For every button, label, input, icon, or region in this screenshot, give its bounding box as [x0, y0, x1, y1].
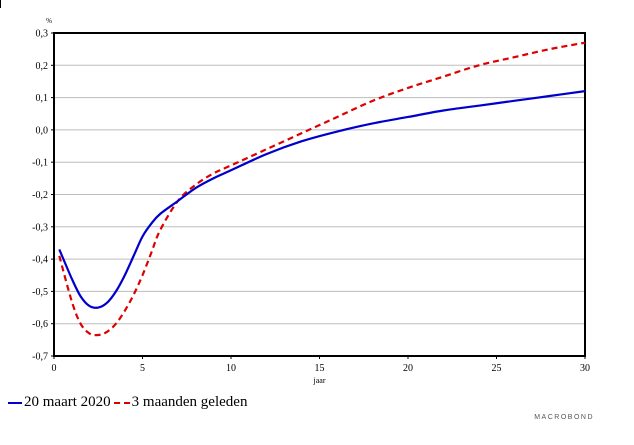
y-tick-label: 0,1 — [36, 93, 49, 104]
plot-frame — [53, 32, 586, 357]
brand-logo: MACROBOND — [534, 414, 594, 421]
series-line-2 — [58, 41, 586, 337]
x-tick-label: 25 — [492, 363, 502, 374]
y-tick-label: -0,7 — [32, 352, 48, 363]
legend-swatch-series-1 — [8, 401, 22, 404]
x-tick-label: 20 — [403, 363, 413, 374]
legend-item-series-1: 20 maart 2020 — [8, 394, 111, 411]
corner-mark — [0, 0, 1, 8]
legend-label-series-2: 3 maanden geleden — [131, 394, 248, 410]
x-axis-label: jaar — [313, 376, 326, 385]
y-tick-label: 0,2 — [36, 61, 49, 72]
y-tick-label: 0,3 — [36, 29, 49, 40]
y-tick-label: -0,2 — [32, 190, 48, 201]
x-tick-label: 15 — [315, 363, 325, 374]
y-tick-label: -0,3 — [32, 222, 48, 233]
legend-swatch-series-2 — [113, 401, 130, 404]
legend-label-series-1: 20 maart 2020 — [24, 394, 111, 410]
x-tick-label: 5 — [140, 363, 145, 374]
y-tick-label: -0,1 — [32, 158, 48, 169]
y-tick-label: 0,0 — [36, 125, 49, 136]
legend-item-series-2: 3 maanden geleden — [113, 394, 248, 411]
series-line-1 — [58, 90, 586, 309]
y-axis-unit-label: % — [46, 17, 52, 25]
y-tick-label: -0,5 — [32, 287, 48, 298]
x-tick-label: 0 — [52, 363, 57, 374]
line-chart: 0,3 0,2 0,1 0,0 -0,1 -0,2 -0,3 -0,4 -0,5 -0,6 -0,7… — [32, 17, 590, 385]
legend: 20 maart 2020 3 maanden geleden — [8, 394, 250, 411]
y-tick-label: -0,4 — [32, 255, 48, 266]
x-tick-label: 30 — [580, 363, 590, 374]
y-tick-label: -0,6 — [32, 319, 48, 330]
x-tick-label: 10 — [226, 363, 236, 374]
